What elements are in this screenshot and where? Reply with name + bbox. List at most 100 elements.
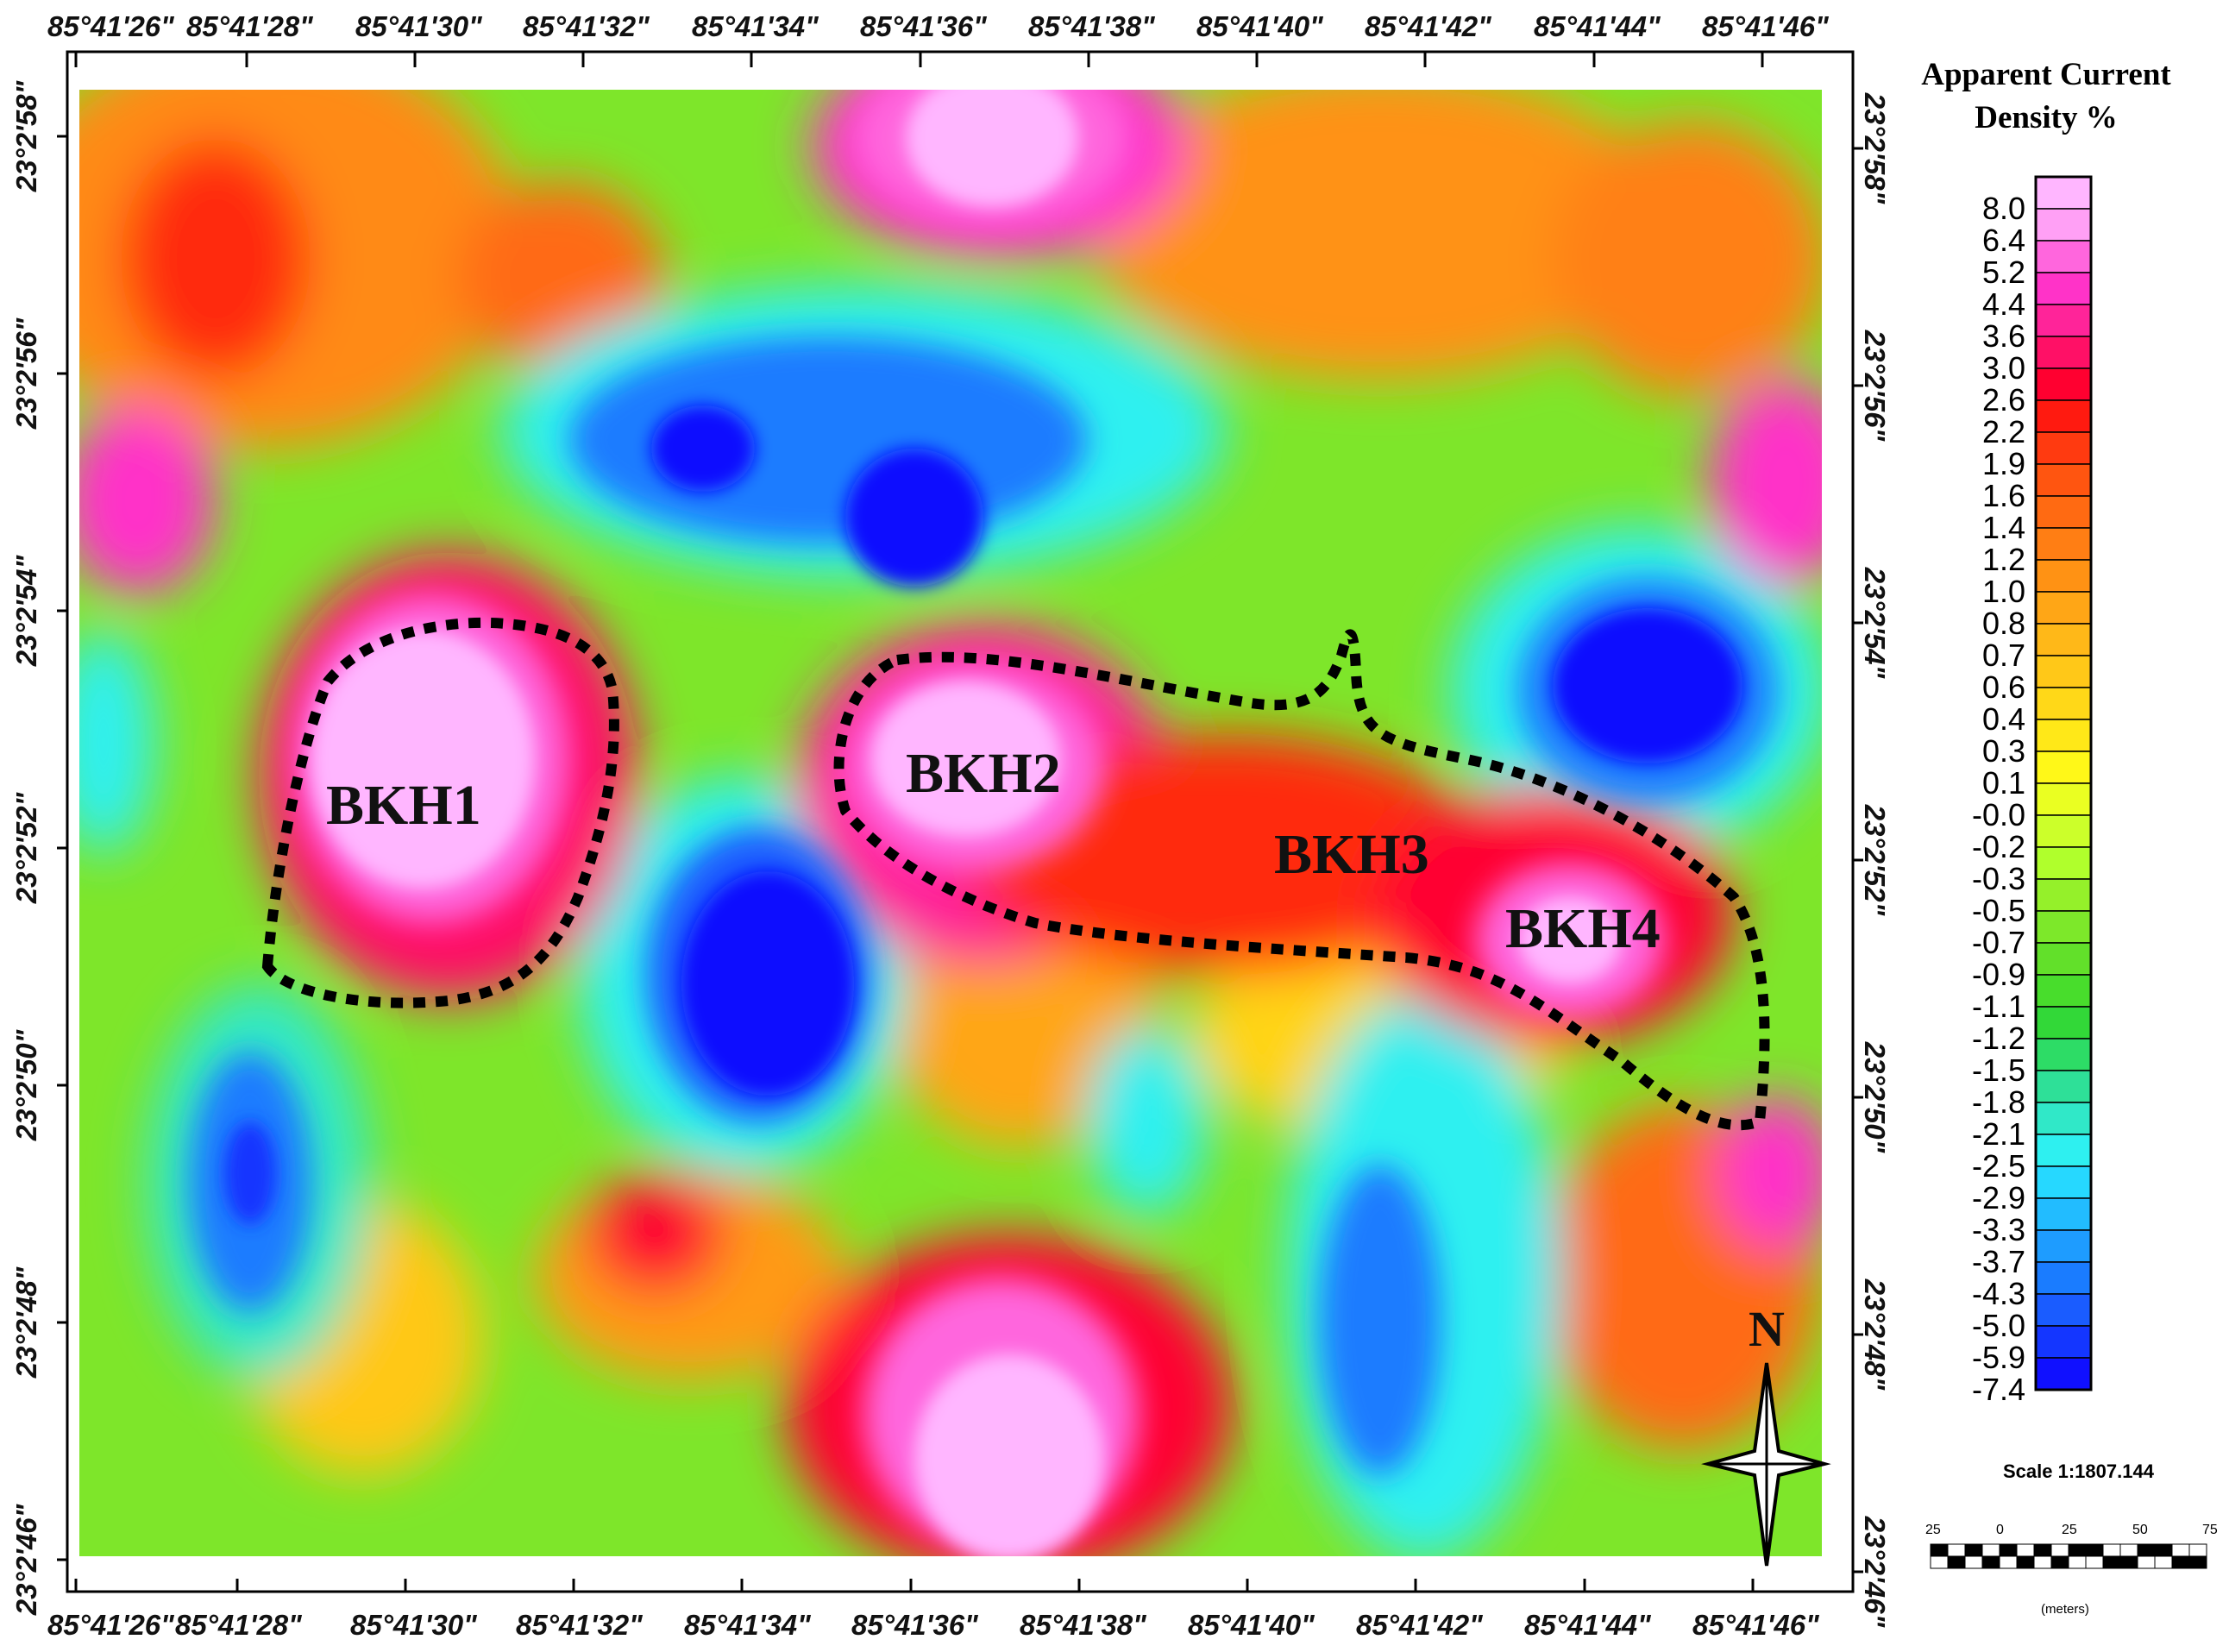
legend-tick-label: 5.2 [1982,254,2025,290]
bottom-axis: 85°41'26" 85°41'28" 85°41'30" 85°41'32" … [47,1609,1819,1641]
scale-segment [1999,1543,2018,1557]
top-axis-label: 85°41'34" [692,10,819,42]
scale-segment [1930,1543,1949,1557]
legend: Apparent Current Density % 8.06.45.24.43… [1921,57,2171,1407]
legend-swatch [2035,431,2092,465]
scale-unit: (meters) [2041,1602,2089,1617]
legend-tick-label: -2.9 [1972,1180,2025,1215]
legend-swatch [2035,655,2092,688]
legend-tick-label: 2.6 [1982,382,2025,418]
legend-tick-label: -3.3 [1972,1212,2025,1247]
legend-tick-label: 6.4 [1982,223,2025,258]
top-axis-label: 85°41'44" [1534,10,1661,42]
left-axis-label: 23°2'46" [10,1504,42,1616]
legend-swatch [2035,1293,2092,1327]
scale-bar: Scale 1:1807.144 25 0 25 50 75 (meters) [1925,1460,2218,1617]
top-axis-label: 85°41'32" [523,10,650,42]
bottom-axis-label: 85°41'38" [1020,1609,1146,1641]
legend-tick-label: 1.0 [1982,574,2025,609]
legend-tick-label: 4.4 [1982,286,2025,322]
scale-segment [2016,1543,2035,1557]
top-axis-label: 85°41'28" [186,10,313,42]
legend-swatch [2035,208,2092,242]
scale-segment [2102,1555,2121,1569]
left-axis-label: 23°2'56" [10,317,42,430]
legend-swatch [2035,559,2092,593]
legend-swatch [2035,1229,2092,1263]
legend-swatch [2035,591,2092,625]
legend-tick-label: -0.9 [1972,957,2025,992]
legend-tick-label: 0.4 [1982,701,2025,737]
bottom-axis-label: 85°41'46" [1692,1609,1819,1641]
right-axis-label: 23°2'58" [1859,92,1891,204]
legend-swatch [2035,942,2092,976]
legend-tick-label: 0.3 [1982,733,2025,769]
legend-tick-label: -1.5 [1972,1052,2025,1088]
top-axis-label: 85°41'46" [1702,10,1829,42]
bottom-axis-label: 85°41'36" [851,1609,978,1641]
legend-tick-label: 1.2 [1982,542,2025,577]
top-axis-label: 85°41'40" [1196,10,1323,42]
scale-segment [2171,1555,2190,1569]
scale-segment [2016,1555,2035,1569]
north-arrow-icon: N [1701,1301,1831,1567]
scale-tick-label: 25 [1925,1523,1941,1537]
legend-swatch [2035,687,2092,720]
scale-text: Scale 1:1807.144 [2003,1460,2155,1482]
top-axis-label: 85°41'36" [860,10,987,42]
legend-swatch [2035,1070,2092,1103]
bottom-axis-label: 85°41'42" [1356,1609,1483,1641]
top-axis-label: 85°41'38" [1028,10,1155,42]
top-axis: 85°41'26" 85°41'28" 85°41'30" 85°41'32" … [47,10,1829,42]
legend-swatch [2035,1357,2092,1391]
legend-swatch [2035,304,2092,337]
legend-tick-label: -7.4 [1972,1372,2025,1407]
scale-segment [2154,1555,2173,1569]
left-axis-label: 23°2'48" [10,1266,42,1379]
scale-segment [2068,1555,2087,1569]
scale-segment [2137,1543,2156,1557]
scale-segment [1981,1543,2000,1557]
legend-swatch [2035,1325,2092,1359]
legend-tick-label: -2.5 [1972,1148,2025,1184]
legend-tick-label: -0.7 [1972,925,2025,960]
legend-tick-label: 1.4 [1982,510,2025,545]
legend-swatch [2035,527,2092,561]
legend-swatch [2035,623,2092,656]
bottom-axis-label: 85°41'34" [684,1609,811,1641]
scale-segment [2068,1543,2087,1557]
right-axis-label: 23°2'54" [1859,567,1891,679]
legend-swatch [2035,782,2092,816]
scale-segment [2137,1555,2156,1569]
legend-title-line2: Density % [1975,100,2117,135]
scale-segment [2154,1543,2173,1557]
right-axis: 23°2'58" 23°2'56" 23°2'54" 23°2'52" 23°2… [1859,92,1891,1628]
scale-segment [1981,1555,2000,1569]
legend-swatch [2035,399,2092,433]
top-axis-label: 85°41'26" [47,10,174,42]
bkh4-label: BKH4 [1505,897,1661,960]
legend-tick-label: 2.2 [1982,414,2025,449]
bkh3-label: BKH3 [1274,823,1429,886]
left-axis-label: 23°2'50" [10,1029,42,1141]
legend-tick-label: -1.2 [1972,1021,2025,1056]
scale-tick-label: 25 [2062,1523,2077,1537]
bottom-axis-label: 85°41'44" [1524,1609,1651,1641]
legend-swatch [2035,751,2092,784]
legend-tick-label: 1.6 [1982,478,2025,513]
legend-swatch [2035,1261,2092,1295]
legend-swatch [2035,463,2092,497]
scale-segment [1947,1555,1966,1569]
legend-swatch [2035,367,2092,401]
scale-tick-label: 0 [1996,1523,2004,1537]
legend-tick-label: 0.6 [1982,669,2025,705]
scale-tick-label: 50 [2132,1523,2148,1537]
legend-swatch [2035,910,2092,944]
left-axis-label: 23°2'58" [10,80,42,192]
legend-swatch [2035,1038,2092,1071]
top-axis-label: 85°41'30" [355,10,482,42]
legend-tick-label: 0.1 [1982,765,2025,801]
scale-segment [1964,1555,1983,1569]
bottom-axis-label: 85°41'40" [1188,1609,1315,1641]
